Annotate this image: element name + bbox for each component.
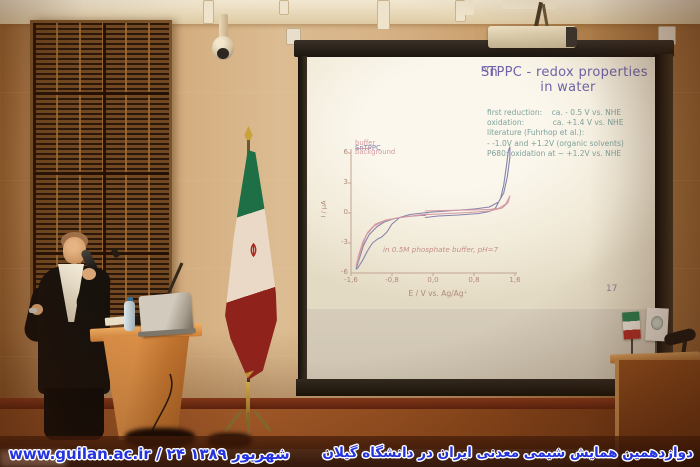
- screen-bottom-casing: [296, 379, 670, 396]
- slide-title-rest: TPPC - redox properties in water: [488, 65, 648, 95]
- projector-lens-end: [566, 27, 577, 47]
- ceiling-bracket: [203, 0, 214, 24]
- y-axis-label: I / μA: [319, 200, 328, 218]
- x-tick-label: -1,6: [344, 276, 358, 284]
- x-tick-label: 0,8: [468, 276, 480, 284]
- podium-front: [102, 336, 190, 440]
- screen-right-frame: [655, 54, 673, 380]
- mini-flag-pole: [631, 333, 633, 357]
- cv-chart: 6 3 0 -3 -6 -1,6 -0,8 0,0 0,8 1,6 I / μA…: [319, 139, 537, 307]
- slide-page-number: 17: [606, 284, 618, 294]
- flag-stand-pole: [246, 382, 250, 426]
- flag-finial: [244, 126, 253, 144]
- x-tick-label: 0,0: [427, 276, 439, 284]
- podium: [89, 322, 203, 440]
- projection-screen: Sn IV TPPC - redox properties in water fir…: [286, 26, 680, 396]
- iran-flag-emblem: [250, 242, 257, 258]
- projector-mount: [464, 0, 474, 15]
- note-line: first reduction: ca. - 0.5 V vs. NHE: [487, 107, 622, 117]
- note-line: P680: oxidation at ~ +1.2V vs. NHE: [487, 149, 622, 159]
- mini-iran-flag: [622, 311, 641, 340]
- water-bottle: [124, 301, 135, 331]
- y-tick-label: -6: [341, 268, 348, 276]
- slide: Sn IV TPPC - redox properties in water fir…: [307, 57, 655, 309]
- x-axis-label: E / V vs. Ag/Ag⁺: [408, 289, 468, 298]
- slide-notes: first reduction: ca. - 0.5 V vs. NHE oxi…: [487, 87, 651, 159]
- cv-plot: [348, 146, 517, 276]
- conference-title-caption: دوازدهمین همایش شیمی معدنی ایران در دانش…: [322, 445, 693, 461]
- slide-title-prefix: Sn: [481, 65, 499, 80]
- note-line: literature (Fuhrhop et al.):: [487, 128, 585, 138]
- speaker-legs: [44, 388, 104, 440]
- ceiling-bracket: [377, 0, 390, 30]
- projector: [440, 0, 590, 56]
- y-tick-label: 0: [343, 208, 348, 216]
- mini-flag-pole: [655, 337, 657, 357]
- camera-lens: [217, 48, 229, 59]
- note-line: - -1.0V and +1.2V (organic solvents): [487, 138, 624, 148]
- camera-mount-arm: [219, 14, 228, 40]
- light-patch: [0, 451, 66, 467]
- table-microphone: [663, 327, 697, 347]
- slide-title-superscript: IV: [481, 65, 490, 74]
- university-logo: [650, 315, 664, 331]
- presenter-remote: [29, 308, 37, 313]
- y-tick-label: -3: [341, 238, 348, 246]
- projector-mount: [502, 0, 556, 9]
- y-tick-label: 3: [343, 178, 348, 186]
- y-tick-label: 6: [343, 148, 348, 156]
- water-bottle-cap: [127, 297, 133, 302]
- flag-stand-leg: [247, 412, 250, 438]
- ceiling-bracket: [279, 0, 289, 15]
- speaker-right-hand: [82, 268, 96, 280]
- screen-top-casing: [294, 40, 674, 57]
- website-and-date-caption: www.guilan.ac.ir / ۲۴ شهریور ۱۳۸۹: [9, 445, 290, 463]
- chart-annotation: in 0.5M phosphate buffer, pH=7: [383, 245, 499, 254]
- projector-body: [488, 26, 576, 48]
- speaker-face: [63, 237, 86, 264]
- screen-surface: Sn IV TPPC - redox properties in water fir…: [307, 57, 655, 379]
- note-line: oxidation: ca. +1.4 V vs. NHE: [487, 118, 624, 128]
- screen-left-frame: [298, 56, 307, 380]
- legend-label: buffer background: [355, 139, 396, 156]
- speaker-left-hand: [31, 304, 43, 315]
- legend-line-swatch: [355, 147, 371, 149]
- x-tick-label: -0,8: [385, 276, 399, 284]
- x-tick-label: 1,6: [509, 276, 521, 284]
- caption-strip: [0, 436, 700, 467]
